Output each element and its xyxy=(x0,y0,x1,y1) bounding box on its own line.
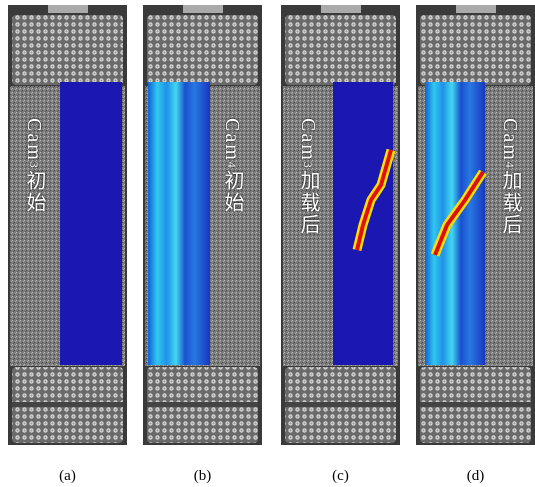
state: 加载后 xyxy=(499,170,521,236)
figure-art xyxy=(0,0,535,487)
strain-field xyxy=(60,82,122,365)
top-cap-neck xyxy=(456,5,496,13)
top-cap xyxy=(285,15,396,85)
camera: Cam xyxy=(499,118,521,162)
camera: Cam xyxy=(221,118,243,162)
camera-index: 4 xyxy=(225,162,239,170)
top-cap-neck xyxy=(183,5,223,13)
panel-text: Cam4加载后 xyxy=(500,118,520,236)
panel-label: (a) xyxy=(48,468,88,485)
top-cap xyxy=(420,15,531,85)
cap-groove xyxy=(285,402,396,407)
panel-text: Cam3初始 xyxy=(24,118,44,214)
cap-groove xyxy=(12,402,123,407)
cap-groove xyxy=(420,402,531,407)
panel-text: Cam4初始 xyxy=(222,118,242,214)
top-cap xyxy=(147,15,258,85)
top-cap xyxy=(12,15,123,85)
state: 初始 xyxy=(23,170,45,214)
camera-index: 3 xyxy=(301,162,315,170)
state: 加载后 xyxy=(297,170,319,236)
panel-text: Cam3加载后 xyxy=(298,118,318,236)
camera-index: 3 xyxy=(27,162,41,170)
panel-label: (c) xyxy=(321,468,361,485)
strain-field xyxy=(425,82,485,365)
state: 初始 xyxy=(221,170,243,214)
figure: Cam3初始(a)Cam4初始(b)Cam3加载后(c)Cam4加载后(d) xyxy=(0,0,535,487)
camera-index: 4 xyxy=(503,162,517,170)
top-cap-neck xyxy=(321,5,361,13)
strain-field xyxy=(148,82,210,365)
top-cap-neck xyxy=(48,5,88,13)
cap-groove xyxy=(147,402,258,407)
camera: Cam xyxy=(23,118,45,162)
camera: Cam xyxy=(297,118,319,162)
panel-label: (d) xyxy=(456,468,496,485)
panel-label: (b) xyxy=(183,468,223,485)
